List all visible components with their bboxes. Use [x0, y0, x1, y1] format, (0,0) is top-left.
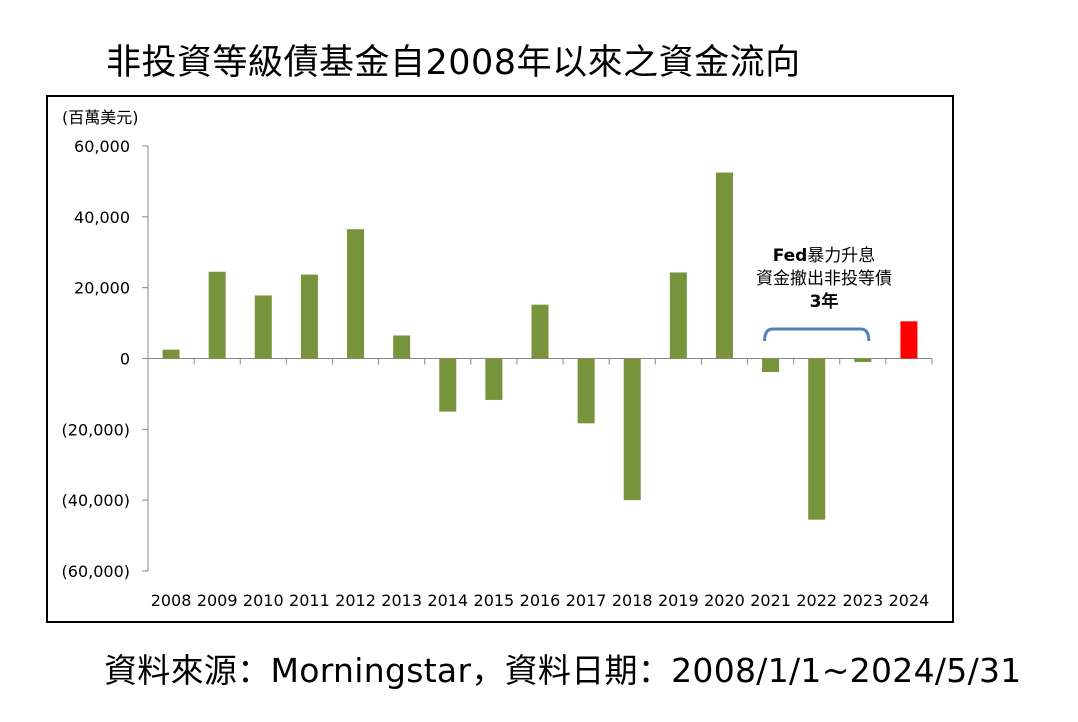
- bar-2017: [577, 358, 595, 424]
- bar-2021: [762, 358, 780, 372]
- bar-2010: [254, 295, 272, 359]
- x-tick-label-2012: 2012: [335, 591, 376, 610]
- bar-2023: [854, 358, 872, 363]
- x-tick-label-2019: 2019: [658, 591, 699, 610]
- bracket-2021-2023: [763, 327, 871, 342]
- x-tick-label-2011: 2011: [289, 591, 330, 610]
- chart-title: 非投資等級債基金自2008年以來之資金流向: [106, 43, 801, 83]
- x-tick-label-2018: 2018: [612, 591, 653, 610]
- y-tick-label: 40,000: [74, 208, 130, 227]
- y-tick-label: (20,000): [62, 420, 130, 439]
- y-tick-label: 60,000: [74, 137, 130, 156]
- annotation-years-number: 3: [809, 292, 822, 312]
- x-tick-label-2022: 2022: [796, 591, 837, 610]
- bar-2008: [162, 349, 180, 359]
- bar-2013: [393, 335, 411, 359]
- y-tick-label: 0: [120, 350, 130, 369]
- bar-2018: [623, 358, 641, 501]
- x-tick-label-2021: 2021: [750, 591, 791, 610]
- annotation-years-unit: 年: [821, 292, 839, 312]
- bar-2015: [485, 358, 503, 400]
- bar-2022: [808, 358, 826, 520]
- chart-frame: [46, 95, 954, 623]
- x-tick-label-2009: 2009: [197, 591, 238, 610]
- bar-2011: [300, 274, 318, 359]
- rate-hike-annotation: Fed暴力升息 資金撤出非投等債 3年: [714, 245, 934, 314]
- annotation-outflow: 資金撤出非投等債: [756, 269, 892, 289]
- y-tick-label: (40,000): [62, 491, 130, 510]
- bar-2014: [439, 358, 457, 412]
- y-axis-unit-label: (百萬美元): [62, 108, 139, 127]
- x-tick-label-2017: 2017: [566, 591, 607, 610]
- bar-2016: [531, 304, 549, 359]
- x-tick-label-2014: 2014: [427, 591, 468, 610]
- x-tick-label-2010: 2010: [243, 591, 284, 610]
- bar-2012: [347, 229, 365, 359]
- bar-2009: [208, 271, 226, 359]
- y-tick-label: 20,000: [74, 279, 130, 298]
- bar-2019: [669, 272, 687, 359]
- bar-2020: [715, 172, 733, 359]
- data-source-note: 資料來源：Morningstar，資料日期：2008/1/1~2024/5/31: [104, 651, 1022, 690]
- x-tick-label-2023: 2023: [842, 591, 883, 610]
- x-tick-label-2015: 2015: [474, 591, 515, 610]
- x-tick-label-2008: 2008: [151, 591, 192, 610]
- y-tick-label: (60,000): [62, 562, 130, 581]
- annotation-rate-hike: 暴力升息: [807, 246, 876, 266]
- x-tick-label-2016: 2016: [520, 591, 561, 610]
- annotation-fed: Fed: [772, 246, 808, 266]
- x-tick-label-2013: 2013: [381, 591, 422, 610]
- bar-2024: [900, 321, 918, 359]
- x-tick-label-2024: 2024: [889, 591, 930, 610]
- x-tick-label-2020: 2020: [704, 591, 745, 610]
